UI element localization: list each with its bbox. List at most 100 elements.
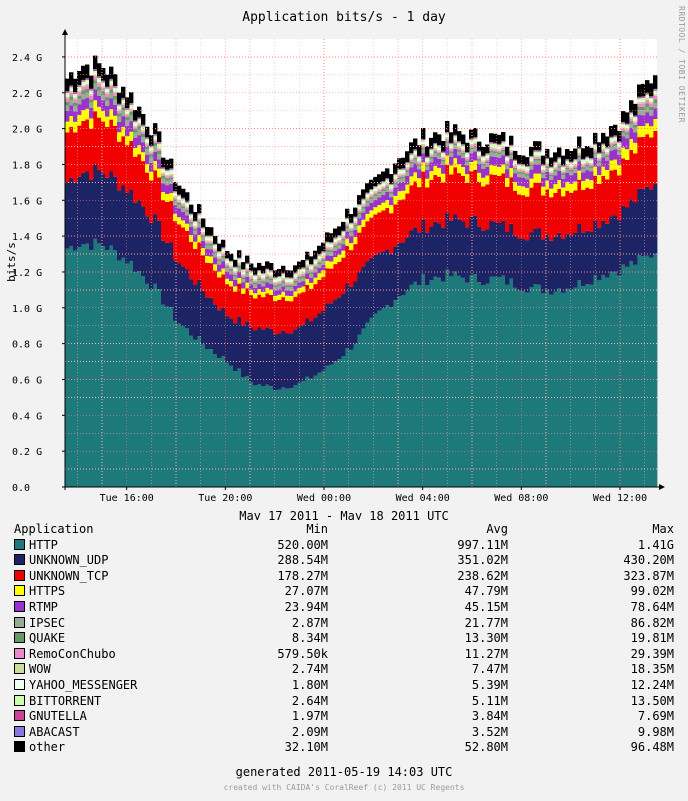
y-tick-label: 1.6 G [12,196,42,207]
legend-row: RemoConChubo 579.50k 11.27M 29.39M [14,647,674,663]
legend-max: 96.48M [630,740,674,755]
legend-min: 2.74M [291,662,328,677]
legend-avg: 47.79M [464,584,508,599]
legend-swatch [14,663,25,675]
legend-min: 1.80M [291,677,328,692]
y-tick-label: 2.0 G [12,125,42,136]
legend-min: 23.94M [284,599,328,614]
legend-min: 288.54M [277,553,328,568]
legend-max: 19.81M [630,631,674,646]
legend-row: BITTORRENT 2.64M 5.11M 13.50M [14,694,674,710]
legend-min: 32.10M [284,740,328,755]
legend-application-name: ABACAST [29,724,80,739]
rrdtool-credit: RRDTOOL / TOBI OETIKER [677,6,686,123]
legend-application-name: WOW [29,662,51,677]
legend-application: WOW [14,662,200,678]
x-tick-label: Tue 16:00 [100,493,154,504]
legend-application: UNKNOWN_TCP [14,569,200,585]
legend-application-name: RemoConChubo [29,646,116,661]
y-axis-label: bits/s [5,242,18,282]
coralreef-credit: created with CAIDA's CoralReef (c) 2011 … [223,783,465,792]
series-area-http [65,238,658,487]
legend-application-name: BITTORRENT [29,693,102,708]
legend-header-max: Max [652,522,674,536]
legend-row: HTTP 520.00M 997.11M 1.41G [14,538,674,554]
legend-max: 12.24M [630,677,674,692]
legend-application-name: HTTPS [29,584,66,599]
y-tick-label: 0.0 [12,483,30,494]
legend-avg: 45.15M [464,599,508,614]
legend-application: IPSEC [14,616,200,632]
legend-avg: 5.39M [471,677,508,692]
legend-row: HTTPS 27.07M 47.79M 99.02M [14,584,674,600]
legend-min: 178.27M [277,568,328,583]
legend-max: 323.87M [623,568,674,583]
y-axis-arrow [62,29,68,35]
legend-header: Application Min Avg Max [14,522,674,538]
legend-row: GNUTELLA 1.97M 3.84M 7.69M [14,709,674,725]
legend-max: 29.39M [630,646,674,661]
legend-header-application: Application [14,522,94,536]
legend-max: 7.69M [637,709,674,724]
legend-application-name: GNUTELLA [29,709,87,724]
series-area-unknown_udp [65,164,658,391]
generated-timestamp: generated 2011-05-19 14:03 UTC [235,765,453,779]
x-tick-label: Wed 04:00 [396,493,450,504]
x-tick-label: Wed 08:00 [494,493,548,504]
y-tick-label: 0.4 G [12,411,42,422]
legend-swatch [14,569,25,581]
legend-row: ABACAST 2.09M 3.52M 9.98M [14,725,674,741]
legend-header-avg: Avg [486,522,508,536]
legend-avg: 7.47M [471,662,508,677]
legend-avg: 5.11M [471,693,508,708]
legend-min: 2.64M [291,693,328,708]
legend-max: 78.64M [630,599,674,614]
legend-swatch [14,538,25,550]
y-tick-label: 2.4 G [12,53,42,64]
legend-swatch [14,647,25,659]
legend-max: 1.41G [637,537,674,552]
legend-max: 18.35M [630,662,674,677]
legend-row: WOW 2.74M 7.47M 18.35M [14,662,674,678]
y-tick-label: 1.0 G [12,304,42,315]
legend-application-name: HTTP [29,537,58,552]
x-axis-arrow [659,484,665,490]
legend-row: RTMP 23.94M 45.15M 78.64M [14,600,674,616]
legend-swatch [14,678,25,690]
legend-application-name: UNKNOWN_TCP [29,568,109,583]
legend-swatch [14,600,25,612]
legend-max: 13.50M [630,693,674,708]
legend-avg: 21.77M [464,615,508,630]
series-area-unknown_tcp [65,111,658,335]
legend-application-name: YAHOO_MESSENGER [29,677,138,692]
legend-swatch [14,585,25,597]
legend-table: Application Min Avg Max HTTP 520.00M 997.1… [14,522,674,756]
legend-application: ABACAST [14,725,200,741]
x-tick-label: Wed 12:00 [593,493,647,504]
legend-row: UNKNOWN_TCP 178.27M 238.62M 323.87M [14,569,674,585]
legend-avg: 3.84M [471,709,508,724]
legend-avg: 13.30M [464,631,508,646]
legend-application: RTMP [14,600,200,616]
y-tick-label: 1.8 G [12,160,42,171]
legend-application: HTTP [14,538,200,554]
legend-min: 579.50k [277,646,328,661]
legend-application-name: QUAKE [29,631,66,646]
legend-avg: 52.80M [464,740,508,755]
legend-swatch [14,554,25,566]
legend-min: 520.00M [277,537,328,552]
legend-avg: 351.02M [457,553,508,568]
legend-application-name: other [29,740,66,755]
y-tick-label: 1.4 G [12,232,42,243]
y-tick-label: 0.2 G [12,447,42,458]
legend-swatch [14,632,25,644]
legend-application: UNKNOWN_UDP [14,553,200,569]
legend-application: other [14,740,200,756]
legend-avg: 238.62M [457,568,508,583]
legend-swatch [14,741,25,753]
legend-swatch [14,616,25,628]
chart: Application bits/s - 1 day bits/s May 17… [5,10,665,520]
legend-application-name: IPSEC [29,615,66,630]
legend-min: 2.09M [291,724,328,739]
